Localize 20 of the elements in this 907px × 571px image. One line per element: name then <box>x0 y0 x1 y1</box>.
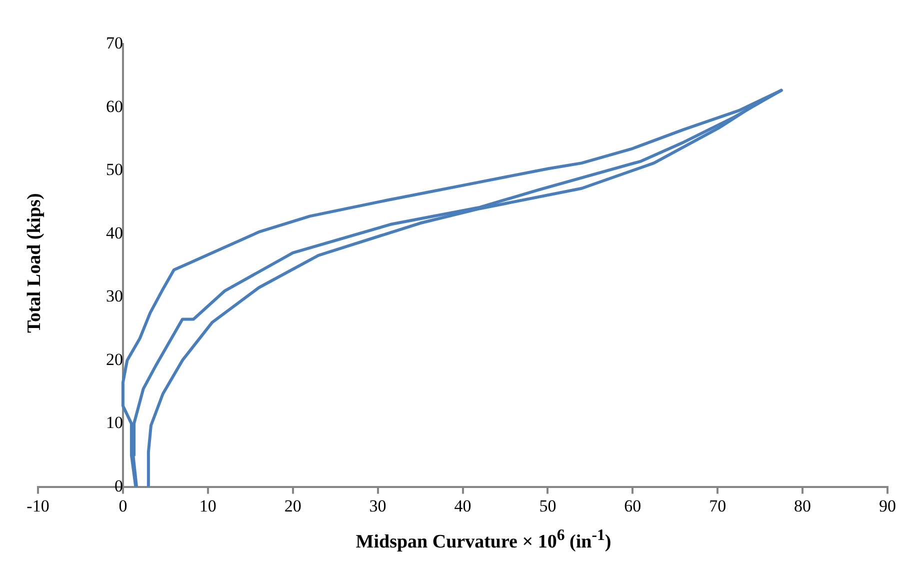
x-tick-label: 30 <box>369 496 386 516</box>
y-tick-label: 10 <box>106 413 123 432</box>
y-tick-label: 40 <box>106 223 123 242</box>
x-tick-label: 70 <box>709 496 726 516</box>
y-axis-title: Total Load (kips) <box>24 193 46 333</box>
x-tick-label: 60 <box>624 496 642 516</box>
x-tick-label: 90 <box>879 496 896 516</box>
y-tick-label: 50 <box>106 160 123 180</box>
x-tick-label: 10 <box>199 496 216 516</box>
y-tick-label: 0 <box>114 476 123 496</box>
x-tick-label: 40 <box>454 496 472 516</box>
x-tick-label: 80 <box>794 496 812 516</box>
y-tick-label: 30 <box>106 286 123 306</box>
x-tick-label: 20 <box>284 496 302 516</box>
x-tick-label: -10 <box>26 496 50 516</box>
y-tick-label: 20 <box>106 350 123 369</box>
x-axis-title: Midspan Curvature × 10$^{6}$ (in$^{-1}$) <box>354 527 612 554</box>
y-tick-label: 60 <box>106 96 123 116</box>
y-tick-label: 70 <box>106 34 123 53</box>
x-tick-label: 50 <box>539 496 556 516</box>
